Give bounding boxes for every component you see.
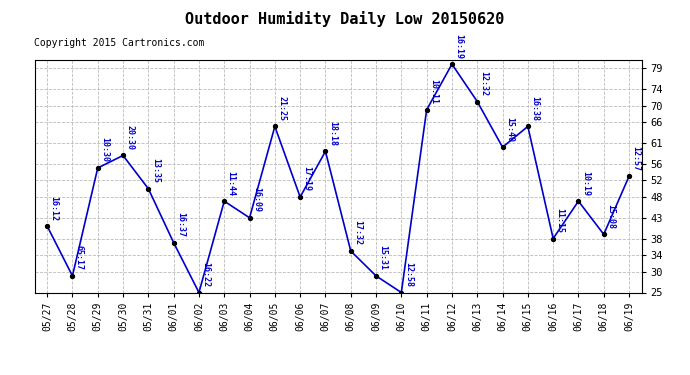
Text: 12:58: 12:58 [404, 262, 413, 287]
Text: 20:30: 20:30 [126, 125, 135, 150]
Text: 16:37: 16:37 [176, 212, 185, 237]
Text: 17:19: 17:19 [303, 166, 312, 192]
Text: 15:40: 15:40 [505, 117, 514, 142]
Text: 16:12: 16:12 [50, 195, 59, 220]
Text: 10:30: 10:30 [100, 137, 109, 162]
Text: 16:19: 16:19 [455, 34, 464, 58]
Text: 11:15: 11:15 [555, 208, 564, 233]
Text: 17:32: 17:32 [353, 220, 362, 245]
Text: 16:22: 16:22 [201, 262, 210, 287]
Point [573, 198, 584, 204]
Text: Outdoor Humidity Daily Low 20150620: Outdoor Humidity Daily Low 20150620 [186, 11, 504, 27]
Text: 15:08: 15:08 [607, 204, 615, 229]
Point [168, 240, 179, 246]
Point [446, 61, 457, 67]
Text: 15:31: 15:31 [379, 245, 388, 270]
Point [472, 99, 483, 105]
Point [193, 290, 204, 296]
Text: Copyright 2015 Cartronics.com: Copyright 2015 Cartronics.com [34, 38, 205, 48]
Point [295, 194, 306, 200]
Text: 16:09: 16:09 [252, 187, 261, 212]
Point [143, 186, 154, 192]
Text: 13:35: 13:35 [151, 158, 160, 183]
Text: 11:44: 11:44 [227, 171, 236, 196]
Text: 10:11: 10:11 [429, 79, 438, 104]
Point [624, 173, 635, 179]
Text: 65:17: 65:17 [75, 245, 84, 270]
Point [117, 153, 128, 159]
Text: 12:32: 12:32 [480, 71, 489, 96]
Text: 16:38: 16:38 [531, 96, 540, 121]
Point [371, 273, 382, 279]
Point [244, 215, 255, 221]
Text: 18:18: 18:18 [328, 121, 337, 146]
Point [598, 231, 609, 237]
Point [92, 165, 104, 171]
Point [41, 223, 52, 229]
Text: Humidity  (%): Humidity (%) [560, 36, 641, 46]
Point [345, 248, 356, 254]
Point [548, 236, 559, 242]
Point [219, 198, 230, 204]
Point [497, 144, 508, 150]
Text: 12:57: 12:57 [631, 146, 640, 171]
Point [522, 123, 533, 129]
Point [67, 273, 78, 279]
Point [269, 123, 280, 129]
Point [320, 148, 331, 154]
Text: 21:25: 21:25 [277, 96, 286, 121]
Point [396, 290, 407, 296]
Text: 10:19: 10:19 [581, 171, 590, 196]
Point [421, 107, 432, 113]
